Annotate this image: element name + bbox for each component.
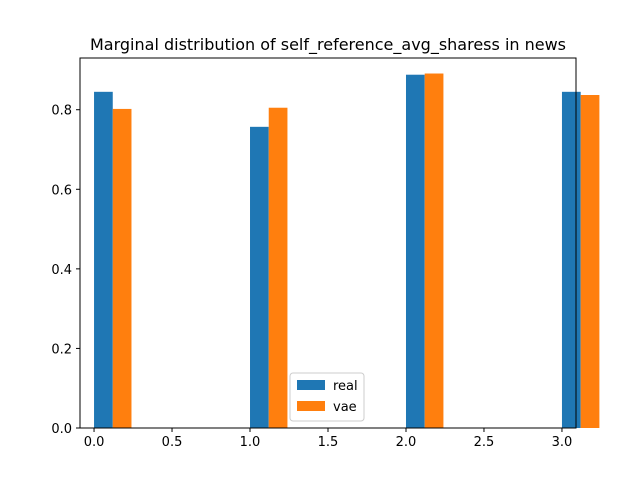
x-axis: 0.0 0.5 1.0 1.5 2.0 2.5 3.0 [84,428,573,450]
y-axis: 0.0 0.2 0.4 0.6 0.8 [51,104,80,437]
y-tick-label: 0.0 [51,422,72,437]
legend-label-vae: vae [333,400,357,415]
x-tick-label: 3.0 [552,435,573,450]
x-tick-label: 0.0 [84,435,105,450]
bar-vae-3 [580,95,600,428]
bar-real-0 [94,91,113,429]
y-tick-label: 0.6 [51,183,72,198]
legend-label-real: real [333,379,358,394]
bar-vae-2 [424,73,444,429]
y-tick-label: 0.2 [51,342,72,357]
x-tick-label: 1.0 [240,435,261,450]
bar-vae-0 [112,108,132,428]
bar-real-2 [405,74,425,428]
bar-real-3 [561,91,581,429]
y-tick-label: 0.4 [51,263,72,278]
x-tick-label: 2.5 [474,435,495,450]
bar-real-1 [250,126,269,429]
legend: real vae [289,372,365,422]
x-tick-label: 2.0 [396,435,417,450]
x-tick-label: 0.5 [162,435,183,450]
chart-title: Marginal distribution of self_reference_… [90,35,566,55]
legend-swatch-vae [297,401,325,411]
bar-vae-1 [268,107,288,428]
y-tick-label: 0.8 [51,104,72,119]
x-tick-label: 1.5 [318,435,339,450]
legend-swatch-real [297,380,325,390]
bars-group [94,73,600,429]
